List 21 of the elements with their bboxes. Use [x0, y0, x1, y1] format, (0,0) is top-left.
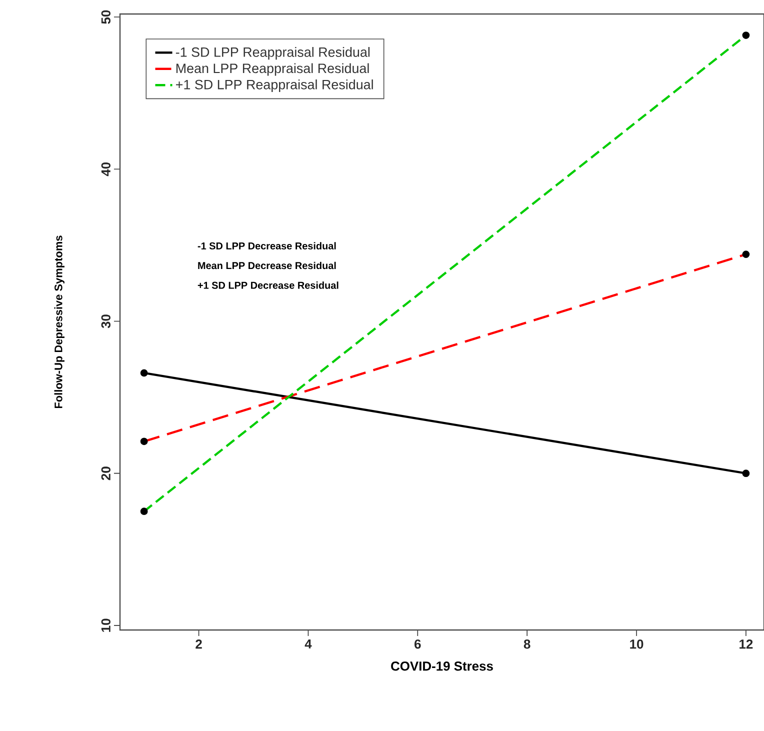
x-tick-label: 4: [304, 640, 312, 648]
y-tick-label: 20: [101, 466, 110, 480]
annotation: Mean LPP Decrease Residual: [198, 262, 336, 270]
y-tick-label: 50: [101, 10, 110, 24]
x-tick-label: 6: [414, 640, 421, 649]
annotation: +1 SD LPP Decrease Residual: [198, 282, 338, 289]
legend-label: -1 SD LPP Reappraisal Residual: [176, 47, 370, 60]
y-tick-label: 30: [101, 314, 110, 328]
x-tick-label: 12: [740, 640, 753, 649]
x-tick-label: 10: [630, 640, 644, 649]
point: [140, 369, 148, 377]
y-tick-label: 40: [101, 162, 110, 176]
legend-label: +1 SD LPP Reappraisal Residual: [176, 79, 373, 92]
x-axis-title: COVID-19 Stress: [391, 662, 493, 671]
point: [742, 470, 750, 478]
legend-label: Mean LPP Reappraisal Residual: [176, 63, 369, 76]
y-tick-label: 10: [101, 618, 110, 632]
annotation: -1 SD LPP Decrease Residual: [198, 242, 336, 250]
x-tick-label: 2: [196, 640, 202, 649]
y-axis-title: Follow-Up Depressive Symptoms: [54, 236, 64, 408]
x-tick-label: 8: [524, 640, 530, 649]
